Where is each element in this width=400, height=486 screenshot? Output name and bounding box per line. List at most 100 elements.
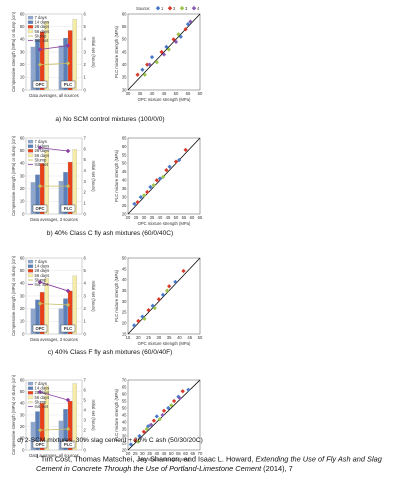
y-tick-label: 55: [122, 152, 127, 157]
scatter-point: [180, 389, 185, 394]
y-axis-label: PLC mixture strength (MPa): [114, 149, 119, 201]
category-label: OPC: [35, 82, 44, 87]
bar: [63, 172, 68, 215]
y-tick-label: 25: [122, 310, 127, 315]
y-tick-label: 50: [122, 255, 127, 260]
y-axis-label: PLC mixture strength (MPa): [114, 388, 119, 440]
bar: [72, 275, 77, 335]
legend-label: Init. set: [35, 38, 49, 43]
legend-label: 28 days: [35, 148, 50, 153]
x-tick-label: 55: [176, 451, 181, 456]
legend-label: Slump: [35, 33, 48, 38]
legend-label: 7 days: [35, 15, 47, 20]
legend-swatch: [27, 25, 34, 29]
x-axis-label: Data averages, 3 sources: [30, 337, 78, 342]
bar: [44, 385, 49, 451]
category-label: OPC: [35, 442, 44, 447]
y-tick-label: 60: [122, 391, 127, 396]
init-set-point: [37, 47, 43, 52]
legend-label: 56 days: [35, 29, 50, 34]
scatter-point: [138, 194, 143, 200]
x-tick-label: 60: [198, 91, 203, 96]
bar-chart-c: 0 10 20 30 40 50 60 0 1 2 3 4 5 6 OPC PLC Data averages,…: [11, 255, 96, 342]
scatter-point: [164, 288, 170, 293]
y2-tick-label: 7: [84, 377, 87, 382]
x-tick-label: 40: [150, 91, 155, 96]
scatter-point: [147, 62, 152, 67]
y-tick-label: 45: [122, 412, 127, 417]
y-tick-label: 35: [122, 75, 127, 80]
y-tick-label: 15: [122, 331, 127, 336]
category-label: PLC: [64, 82, 72, 87]
scatter-point: [157, 176, 163, 181]
bar: [58, 308, 64, 335]
y-tick-label: 50: [122, 37, 127, 42]
scatter-point: [185, 22, 191, 27]
footnote-title: Extending the Use of Fly Ash and Slag Ce…: [36, 454, 382, 474]
y-tick-label: 60: [122, 11, 127, 16]
x-tick-label: 25: [134, 215, 139, 220]
x-tick-label: 30: [140, 451, 145, 456]
y2-tick-label: 6: [84, 146, 87, 151]
slump-point: [65, 61, 71, 66]
x-tick-label: 30: [157, 335, 162, 340]
y-axis-label: PLC mixture strength (MPa): [114, 25, 119, 77]
init-set-line: [39, 45, 69, 50]
scatter-point: [173, 39, 179, 44]
y-tick-label: 55: [122, 24, 127, 29]
scatter-point: [154, 60, 159, 65]
y-tick-label: 50: [20, 148, 25, 153]
panel-caption-a: a) No SCM control mixtures (100/0/0): [55, 116, 164, 123]
y2-tick-label: 3: [84, 293, 87, 298]
y2-tick-label: 3: [84, 417, 87, 422]
y-tick-label: 35: [122, 186, 127, 191]
y-tick-label: 10: [20, 319, 25, 324]
y2-tick-label: 2: [84, 62, 87, 67]
x-tick-label: 70: [198, 451, 203, 456]
y-tick-label: 35: [122, 288, 127, 293]
bar: [39, 403, 45, 451]
x-tick-label: 45: [162, 451, 167, 456]
scatter-point: [140, 67, 145, 72]
x-tick-label: 45: [166, 215, 171, 220]
x-tick-label: 45: [187, 335, 192, 340]
scatter-chart-b: 20 25 30 35 40 45 50 55 60 6520253035404550556065…: [114, 135, 203, 226]
legend-label: 28 days: [35, 268, 50, 273]
scatter-point: [164, 44, 169, 50]
category-label-box: [60, 80, 76, 89]
init-set-point: [65, 43, 71, 48]
scatter-chart-a: 30 35 40 45 50 55 60 30 35 40 45 50 55 60 OPC mixture …: [114, 11, 203, 102]
y-tick-label: 65: [122, 135, 127, 140]
y-tick-label: 20: [122, 447, 127, 452]
x-axis-label: Data averages, all sources: [29, 93, 79, 98]
y2-axis-label: Initial set (hours): [91, 37, 96, 69]
y2-tick-label: 0: [84, 211, 87, 216]
x-axis-label: OPC mixture strength (MPa): [138, 341, 191, 346]
y-tick-label: 50: [20, 268, 25, 273]
x-tick-label: 20: [126, 451, 131, 456]
scatter-point: [159, 49, 164, 55]
y-tick-label: 10: [20, 436, 25, 441]
y-axis-label: Compressive strength (MPa) or slump (cm): [11, 135, 16, 216]
scatter-point: [161, 174, 166, 179]
y-axis-label: Compressive strength (MPa) or slump (cm): [11, 255, 16, 336]
scatter-point: [166, 47, 171, 52]
legend-swatch: [27, 149, 34, 153]
y-tick-label: 60: [122, 144, 127, 149]
scatter-point: [148, 184, 153, 190]
category-label: PLC: [64, 206, 72, 211]
scatter-point: [151, 418, 157, 423]
y-tick-label: 60: [20, 135, 25, 140]
legend-label: 28 days: [35, 24, 50, 29]
y-tick-label: 40: [122, 277, 127, 282]
bar-chart-d: 0 10 20 30 40 50 60 0 1 2 3 4 5 6 7 OPC PLC Data averages…: [11, 374, 96, 458]
bar: [72, 383, 77, 451]
y-axis-label: PLC mixture strength (MPa): [114, 269, 119, 321]
y2-tick-label: 0: [84, 447, 87, 452]
y-tick-label: 20: [122, 321, 127, 326]
footnote: 1 Tim Cost, Thomas Matschei, Jay Shannon…: [36, 452, 386, 474]
scatter-point: [183, 147, 188, 152]
x-tick-label: 25: [146, 335, 151, 340]
x-axis-label: OPC mixture strength (MPa): [138, 221, 191, 226]
